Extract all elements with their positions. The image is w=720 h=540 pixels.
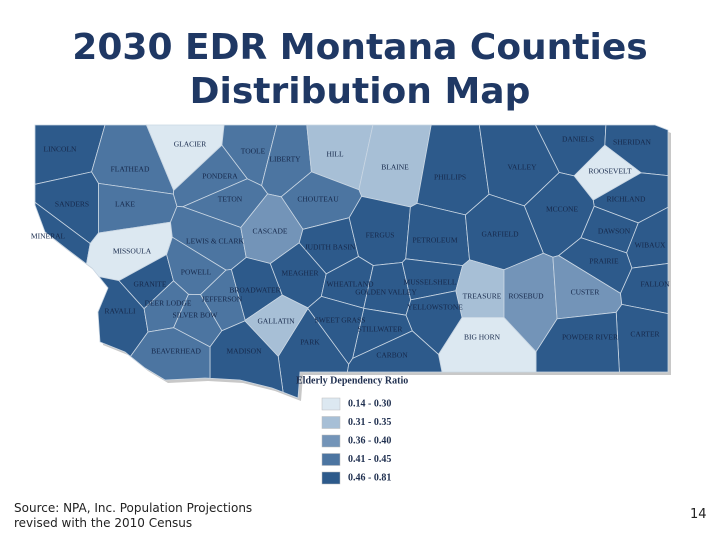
county-label: FLATHEAD	[111, 165, 150, 174]
source-line: Source: NPA, Inc. Population Projections	[14, 501, 253, 515]
county	[346, 330, 443, 373]
county-label: TREASURE	[463, 292, 502, 301]
county-label: SANDERS	[55, 200, 89, 209]
county-label: JEFFERSON	[202, 295, 243, 304]
county-label: POWDER RIVER	[562, 333, 618, 342]
county-label: MCCONE	[546, 205, 579, 214]
page-number: 14	[690, 507, 707, 522]
title-line: 2030 EDR Montana Counties	[72, 27, 648, 68]
county-label: GRANITE	[134, 280, 167, 289]
county-label: GLACIER	[174, 140, 207, 149]
source-line: revised with the 2010 Census	[14, 516, 193, 530]
county-label: LEWIS & CLARK	[186, 237, 244, 246]
county-label: SILVER BOW	[173, 311, 219, 320]
county-label: PETROLEUM	[413, 236, 458, 245]
county-label: CARBON	[376, 351, 408, 360]
county-label: PHILLIPS	[434, 173, 466, 182]
legend-swatch	[321, 471, 341, 485]
county-label: GALLATIN	[257, 317, 295, 326]
legend-swatch	[321, 397, 341, 411]
county-label: BEAVERHEAD	[151, 347, 201, 356]
legend-label: 0.41 - 0.45	[348, 454, 391, 465]
county-label: PRAIRIE	[589, 257, 619, 266]
legend-label: 0.46 - 0.81	[348, 472, 391, 483]
county-label: LIBERTY	[269, 155, 301, 164]
county-label: RICHLAND	[607, 195, 646, 204]
county-label: WHEATLAND	[326, 280, 374, 289]
county-label: TOOLE	[241, 147, 266, 156]
county-label: CUSTER	[571, 288, 600, 297]
county-label: STILLWATER	[358, 325, 403, 334]
county-label: YELLOWSTONE	[407, 303, 463, 312]
county-label: POWELL	[181, 268, 212, 277]
county-label: JUDITH BASIN	[305, 243, 356, 252]
county-label: CHOUTEAU	[297, 195, 339, 204]
county-label: WIBAUX	[635, 241, 666, 250]
county-label: DEER LODGE	[145, 299, 192, 308]
legend-swatch	[321, 416, 341, 429]
county-label: SWEET GRASS	[315, 316, 366, 325]
county-label: BLAINE	[381, 163, 409, 172]
county-label: MISSOULA	[113, 247, 152, 256]
county-label: LINCOLN	[44, 145, 77, 154]
legend-label: 0.14 - 0.30	[348, 398, 391, 409]
county-label: HILL	[326, 150, 343, 159]
county-label: FALLON	[640, 280, 670, 289]
county-label: GARFIELD	[481, 230, 519, 239]
county	[620, 263, 669, 315]
county-label: GOLDEN VALLEY	[355, 288, 417, 297]
county-label: RAVALLI	[105, 307, 136, 316]
county	[535, 311, 620, 373]
county-label: BROADWATER	[229, 286, 280, 295]
county-label: DANIELS	[562, 135, 594, 144]
county-label: VALLEY	[507, 163, 537, 172]
county-label: CARTER	[630, 330, 659, 339]
legend-label: 0.36 - 0.40	[348, 435, 391, 446]
county	[455, 259, 505, 318]
county-label: FERGUS	[366, 231, 395, 240]
county-label: PONDERA	[202, 172, 238, 181]
county-label: TETON	[218, 195, 243, 204]
county-label: SHERIDAN	[613, 138, 652, 147]
county-label: CASCADE	[252, 227, 287, 236]
county-label: MEAGHER	[281, 269, 318, 278]
county	[129, 327, 211, 381]
county-label: MADISON	[226, 347, 262, 356]
county-label: MUSSELSHELL	[404, 278, 457, 287]
county-label: MINERAL	[31, 232, 66, 241]
county-label: BIG HORN	[464, 333, 501, 342]
county-label: LAKE	[115, 200, 135, 209]
county-label: ROSEBUD	[508, 292, 544, 301]
legend-label: 0.31 - 0.35	[348, 417, 391, 428]
county-label: DAWSON	[598, 227, 631, 236]
county-label: PARK	[300, 338, 320, 347]
legend-swatch	[321, 453, 341, 466]
legend-swatch	[321, 434, 341, 448]
county-label: ROOSEVELT	[588, 167, 631, 176]
title-line: Distribution Map	[189, 71, 531, 112]
legend-title: Elderly Dependency Ratio	[296, 375, 408, 386]
